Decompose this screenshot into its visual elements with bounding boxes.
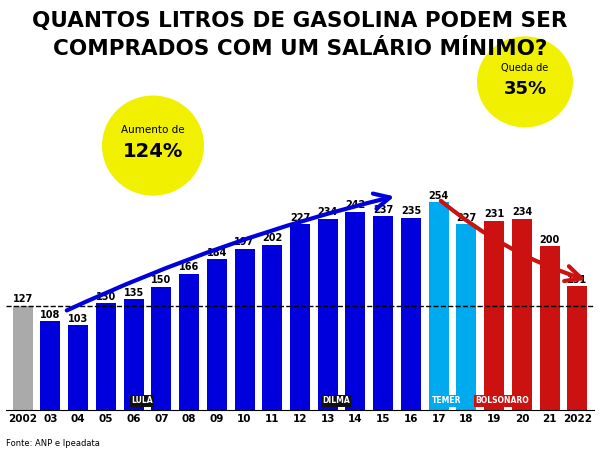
Ellipse shape (477, 36, 573, 127)
Text: 103: 103 (68, 314, 88, 324)
Text: 202: 202 (262, 233, 283, 243)
Text: 237: 237 (373, 204, 394, 214)
Bar (373, 216, 393, 410)
Text: Queda de: Queda de (502, 63, 548, 73)
Text: 235: 235 (401, 206, 421, 216)
Bar (290, 224, 310, 410)
Bar (512, 218, 532, 410)
Bar (484, 221, 504, 410)
Text: Aumento de: Aumento de (121, 125, 185, 135)
Text: DILMA: DILMA (322, 396, 350, 405)
Bar (401, 218, 421, 410)
Text: 197: 197 (235, 237, 254, 247)
Bar (207, 259, 227, 410)
Text: 135: 135 (124, 288, 144, 298)
Text: 151: 151 (567, 275, 587, 285)
Text: LULA: LULA (131, 396, 153, 405)
Bar (96, 303, 116, 410)
Text: 242: 242 (346, 201, 365, 210)
Bar (13, 306, 32, 410)
Text: 234: 234 (317, 207, 338, 217)
Bar (124, 299, 143, 410)
Bar (179, 274, 199, 410)
Bar (262, 245, 282, 410)
Text: Fonte: ANP e Ipeadata: Fonte: ANP e Ipeadata (6, 439, 100, 448)
Text: 127: 127 (13, 294, 33, 304)
Text: 124%: 124% (123, 142, 183, 161)
Bar (568, 286, 587, 410)
Text: 108: 108 (40, 310, 61, 320)
Text: 234: 234 (512, 207, 532, 217)
Bar (151, 287, 172, 410)
Bar (235, 249, 254, 410)
Bar (318, 218, 338, 410)
Bar (40, 321, 61, 410)
Text: 231: 231 (484, 209, 504, 219)
Text: 130: 130 (96, 292, 116, 302)
Text: 227: 227 (456, 212, 476, 222)
Ellipse shape (102, 96, 204, 196)
Bar (68, 325, 88, 410)
Text: QUANTOS LITROS DE GASOLINA PODEM SER: QUANTOS LITROS DE GASOLINA PODEM SER (32, 11, 568, 31)
Text: 150: 150 (151, 275, 172, 285)
Text: COMPRADOS COM UM SALÁRIO MÍNIMO?: COMPRADOS COM UM SALÁRIO MÍNIMO? (53, 39, 547, 59)
Text: 254: 254 (428, 191, 449, 201)
Text: 227: 227 (290, 212, 310, 222)
Text: TEMER: TEMER (432, 396, 462, 405)
Bar (457, 224, 476, 410)
Text: 35%: 35% (503, 80, 547, 98)
Text: 166: 166 (179, 263, 199, 273)
Text: 200: 200 (539, 235, 560, 245)
Text: 184: 184 (206, 248, 227, 258)
Bar (428, 202, 449, 410)
Text: BOLSONARO: BOLSONARO (476, 396, 529, 405)
Bar (346, 212, 365, 410)
Bar (539, 246, 560, 410)
